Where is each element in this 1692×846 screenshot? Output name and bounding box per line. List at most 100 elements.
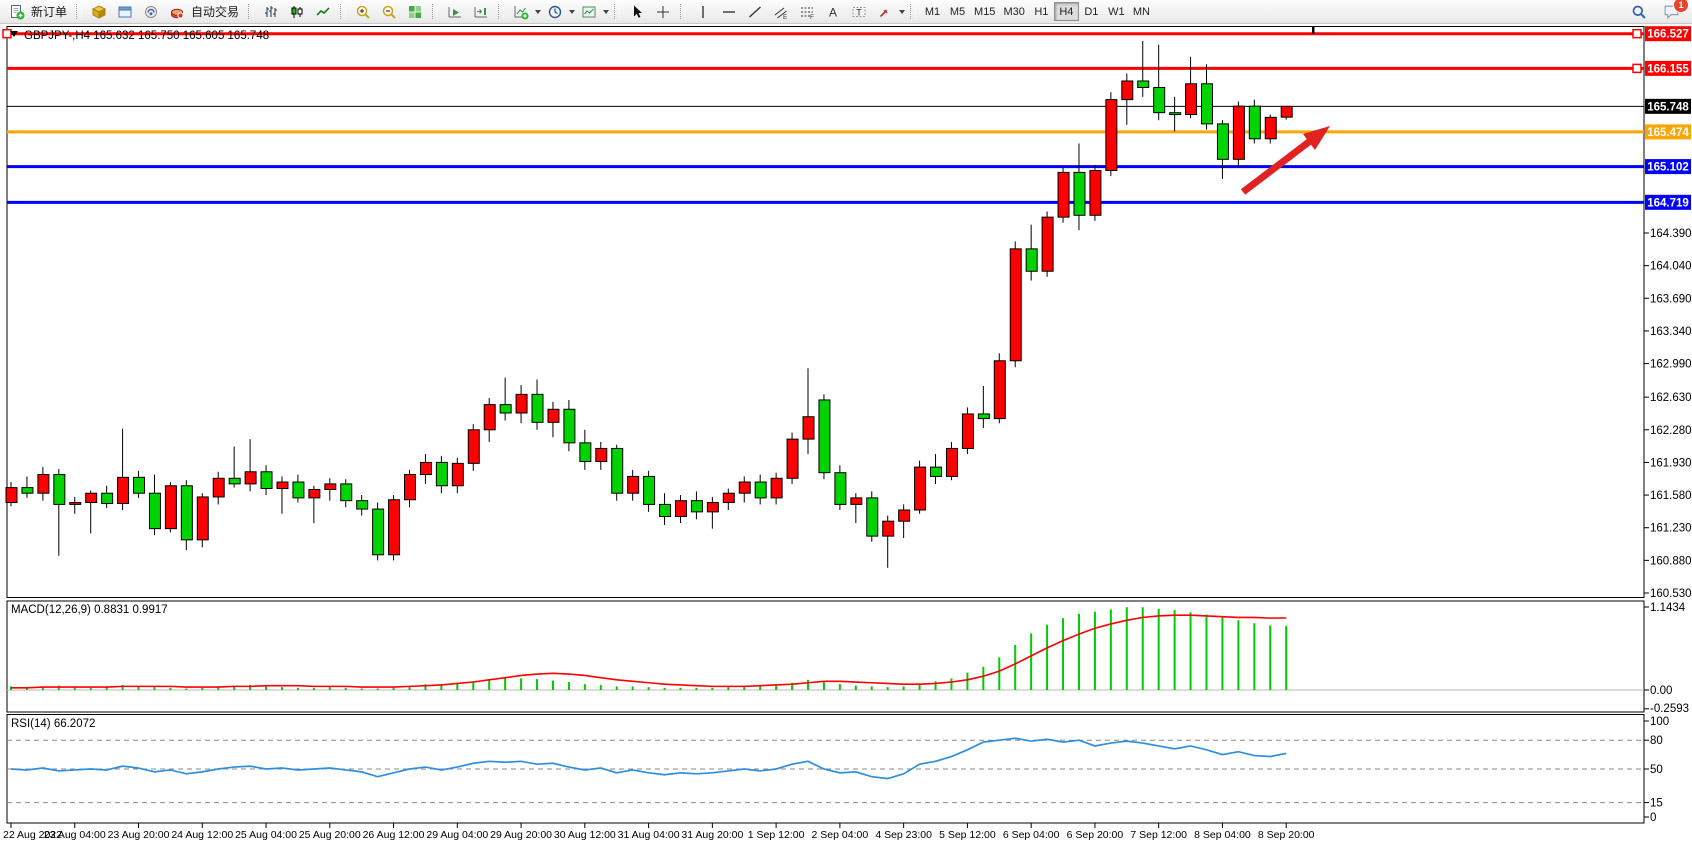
zoom-in-icon (356, 5, 370, 19)
price-axis-label: 162.990 (1650, 359, 1692, 371)
rsi-axis-label: 0 (1650, 812, 1656, 824)
candle-body (276, 481, 289, 490)
trend-arrow[interactable] (1240, 132, 1321, 195)
tf-button-M5[interactable]: M5 (949, 5, 966, 18)
candle-body (133, 476, 146, 494)
candle-body (659, 503, 672, 518)
candle-body (419, 461, 432, 476)
macd-axis-label: -0.2593 (1650, 703, 1689, 715)
toolbar-separator (340, 4, 347, 19)
auto-scroll-icon (448, 6, 462, 17)
chart-shift-button[interactable] (468, 0, 494, 23)
price-axis-label: 163.340 (1650, 326, 1692, 338)
candle-body (1248, 105, 1261, 140)
time-axis-label: 2 Sep 04:00 (812, 829, 869, 841)
candle-body (547, 408, 560, 423)
periods-clock-icon (548, 5, 562, 18)
price-axis-label: 164.390 (1650, 228, 1692, 240)
add-indicator-caret-icon[interactable] (535, 9, 542, 14)
fibo-button[interactable]: F (794, 0, 820, 23)
price-axis-label: 160.880 (1650, 555, 1692, 567)
channel-button[interactable]: E (768, 0, 794, 23)
arrows-button[interactable] (872, 0, 898, 23)
candle-body (435, 461, 448, 487)
tf-button-W1[interactable]: W1 (1108, 5, 1125, 18)
candle-body (930, 466, 943, 477)
add-indicator-button[interactable] (508, 0, 534, 23)
line-chart-button[interactable] (310, 0, 336, 23)
hline-button[interactable] (716, 0, 742, 23)
zoom-in-button[interactable] (350, 0, 376, 23)
candle-body (563, 408, 576, 444)
bar-chart-button[interactable] (258, 0, 284, 23)
template-caret-icon[interactable] (603, 9, 610, 14)
autotrade-label[interactable]: 自动交易 (191, 5, 240, 19)
new-order-label[interactable]: 新订单 (31, 5, 68, 19)
toolbar: 新订单 自动交易 (0, 0, 1692, 24)
candle-body (388, 499, 401, 556)
periods-button[interactable] (542, 0, 568, 23)
arrows-caret-icon[interactable] (899, 9, 906, 14)
label-button[interactable]: T (846, 0, 872, 23)
autotrade-button[interactable] (164, 0, 190, 23)
market-watch-button[interactable] (86, 0, 112, 23)
candle-body (1153, 87, 1166, 114)
candle-body (643, 475, 656, 505)
toolbar-separator (76, 4, 83, 19)
line-chart-icon (316, 6, 330, 16)
cursor-button[interactable] (624, 0, 650, 23)
candle-body (706, 502, 719, 513)
candle-body (945, 447, 958, 477)
tf-button-MN[interactable]: MN (1132, 5, 1150, 18)
notification-badge[interactable]: 1 (1673, 0, 1689, 13)
navigator-button[interactable] (138, 0, 164, 23)
candle-body (404, 474, 416, 501)
periods-caret-icon[interactable] (569, 9, 576, 14)
tf-button-M15[interactable]: M15 (974, 5, 996, 18)
candle-body (483, 404, 496, 431)
main-panel[interactable] (6, 26, 1645, 598)
tf-button-H1[interactable]: H1 (1034, 5, 1049, 18)
price-badge: 166.155 (1645, 60, 1691, 76)
trendline-button[interactable] (742, 0, 768, 23)
candle-body (786, 438, 799, 479)
candle-body (21, 487, 34, 494)
tf-button-H4[interactable]: H4 (1053, 2, 1079, 21)
candle-body (467, 429, 480, 464)
candle-body (69, 502, 82, 505)
candle-body (5, 487, 18, 504)
zoom-out-button[interactable] (376, 0, 402, 23)
chat-button[interactable]: 1 (1660, 0, 1689, 22)
tf-button-M1[interactable]: M1 (924, 5, 941, 18)
new-order-button[interactable] (4, 0, 30, 23)
channel-icon: E (774, 7, 788, 20)
candles[interactable] (5, 40, 1293, 568)
template-button[interactable] (576, 0, 602, 23)
search-button[interactable] (1626, 0, 1652, 23)
level-lines[interactable] (7, 32, 1644, 204)
symbol-dropdown-icon[interactable] (10, 31, 18, 37)
svg-text:165.102: 165.102 (1647, 162, 1689, 174)
tf-button-M30[interactable]: M30 (1003, 5, 1025, 18)
hline-handle[interactable] (1632, 63, 1642, 74)
hline-handle[interactable] (1632, 28, 1642, 39)
candle-body (690, 500, 703, 513)
macd-panel[interactable] (6, 600, 1645, 713)
auto-scroll-button[interactable] (442, 0, 468, 23)
vline-button[interactable] (690, 0, 716, 23)
tile-windows-button[interactable] (402, 0, 428, 23)
hline-handle[interactable] (2, 28, 12, 39)
candle-chart-button[interactable] (284, 0, 310, 23)
search-icon (1632, 5, 1646, 19)
crosshair-button[interactable] (650, 0, 676, 23)
price-badge: 165.102 (1645, 159, 1691, 175)
text-button[interactable]: A (820, 0, 846, 23)
price-axis-label: 161.230 (1650, 523, 1692, 535)
tf-button-D1[interactable]: D1 (1084, 5, 1099, 18)
candle-body (196, 496, 209, 541)
data-window-button[interactable] (112, 0, 138, 23)
horizontal-line-icon (723, 10, 736, 13)
time-axis-label: 29 Aug 04:00 (426, 829, 488, 841)
rsi-axis-label: 50 (1650, 764, 1663, 776)
